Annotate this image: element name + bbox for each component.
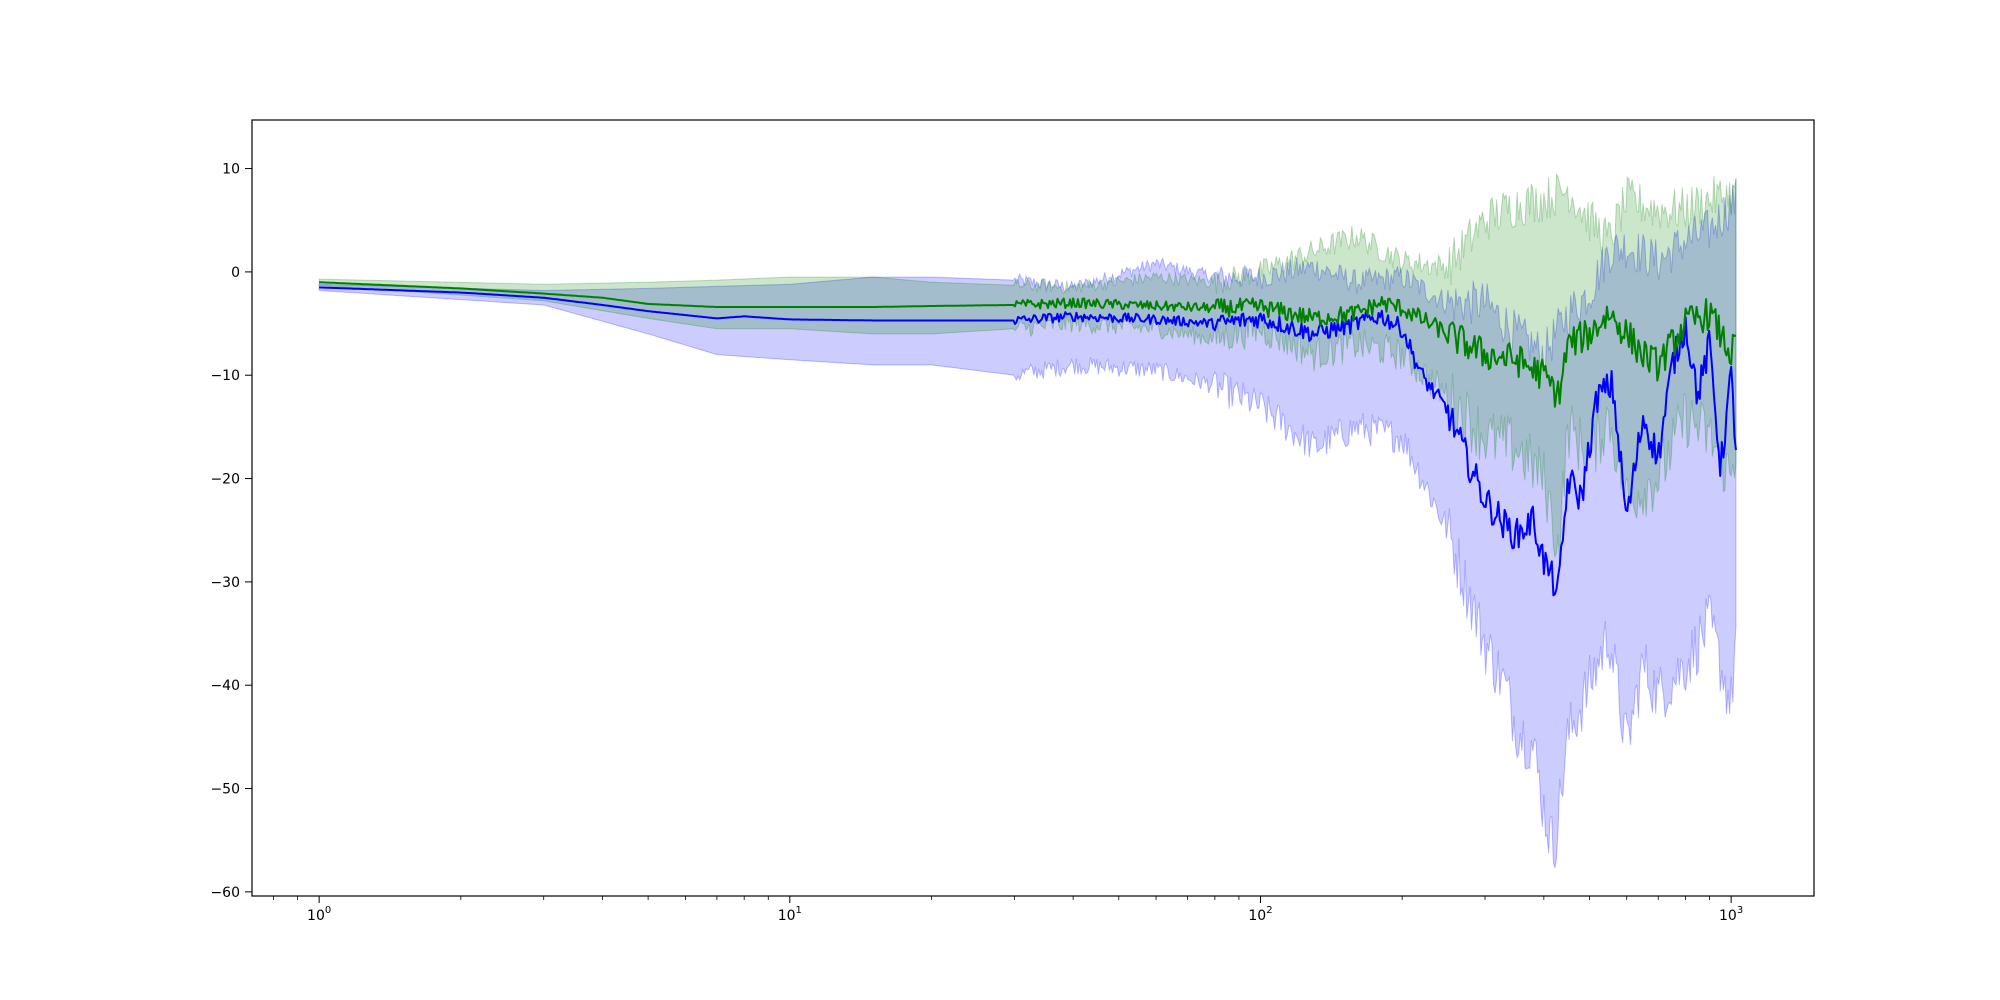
y-tick-label: −30	[210, 575, 240, 591]
y-tick-label: −20	[210, 472, 240, 488]
x-tick-label: 100	[307, 905, 331, 924]
y-tick-label: −60	[210, 885, 240, 901]
plot-frame	[251, 119, 1815, 897]
band-series-1	[318, 172, 1737, 566]
y-tick-label: 0	[231, 265, 240, 281]
y-tick-label: −50	[210, 782, 240, 798]
y-tick-label: −10	[210, 368, 240, 384]
confidence-bands	[318, 172, 1737, 869]
y-tick-label: 10	[222, 162, 240, 178]
line-series-1	[319, 281, 1737, 408]
x-tick-label: 101	[778, 905, 802, 924]
x-tick-label: 103	[1719, 905, 1743, 924]
x-axis: 100 101 102 103	[273, 896, 1743, 924]
x-tick-label: 102	[1248, 905, 1272, 924]
y-axis: 10 0 −10 −20 −30 −40 −50 −60	[210, 162, 252, 901]
y-tick-label: −40	[210, 678, 240, 694]
series-lines	[319, 281, 1737, 597]
band-series-0	[318, 178, 1737, 869]
line-series-0	[319, 286, 1737, 597]
